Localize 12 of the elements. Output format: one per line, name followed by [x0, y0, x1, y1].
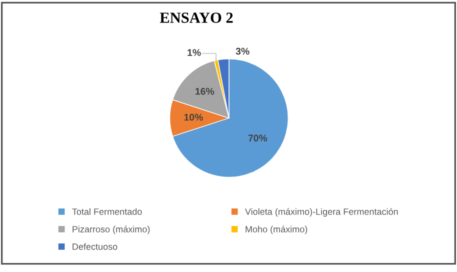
legend-label: Total Fermentado [72, 208, 142, 215]
data-label: 70% [248, 134, 268, 142]
data-label: 1% [188, 49, 201, 56]
legend-label: Pizarroso (máximo) [72, 226, 150, 234]
legend-label: Violeta (máximo)-Ligera Fermentación [245, 208, 398, 217]
legend-label: Defectuoso [72, 243, 118, 250]
data-label: 3% [236, 48, 250, 55]
data-label: 10% [184, 114, 203, 121]
pie-slice [172, 58, 288, 178]
legend-label: Moho (máximo) [246, 226, 308, 234]
data-label: 16% [196, 88, 214, 95]
chart-title: ENSAYO 2 [160, 12, 233, 23]
